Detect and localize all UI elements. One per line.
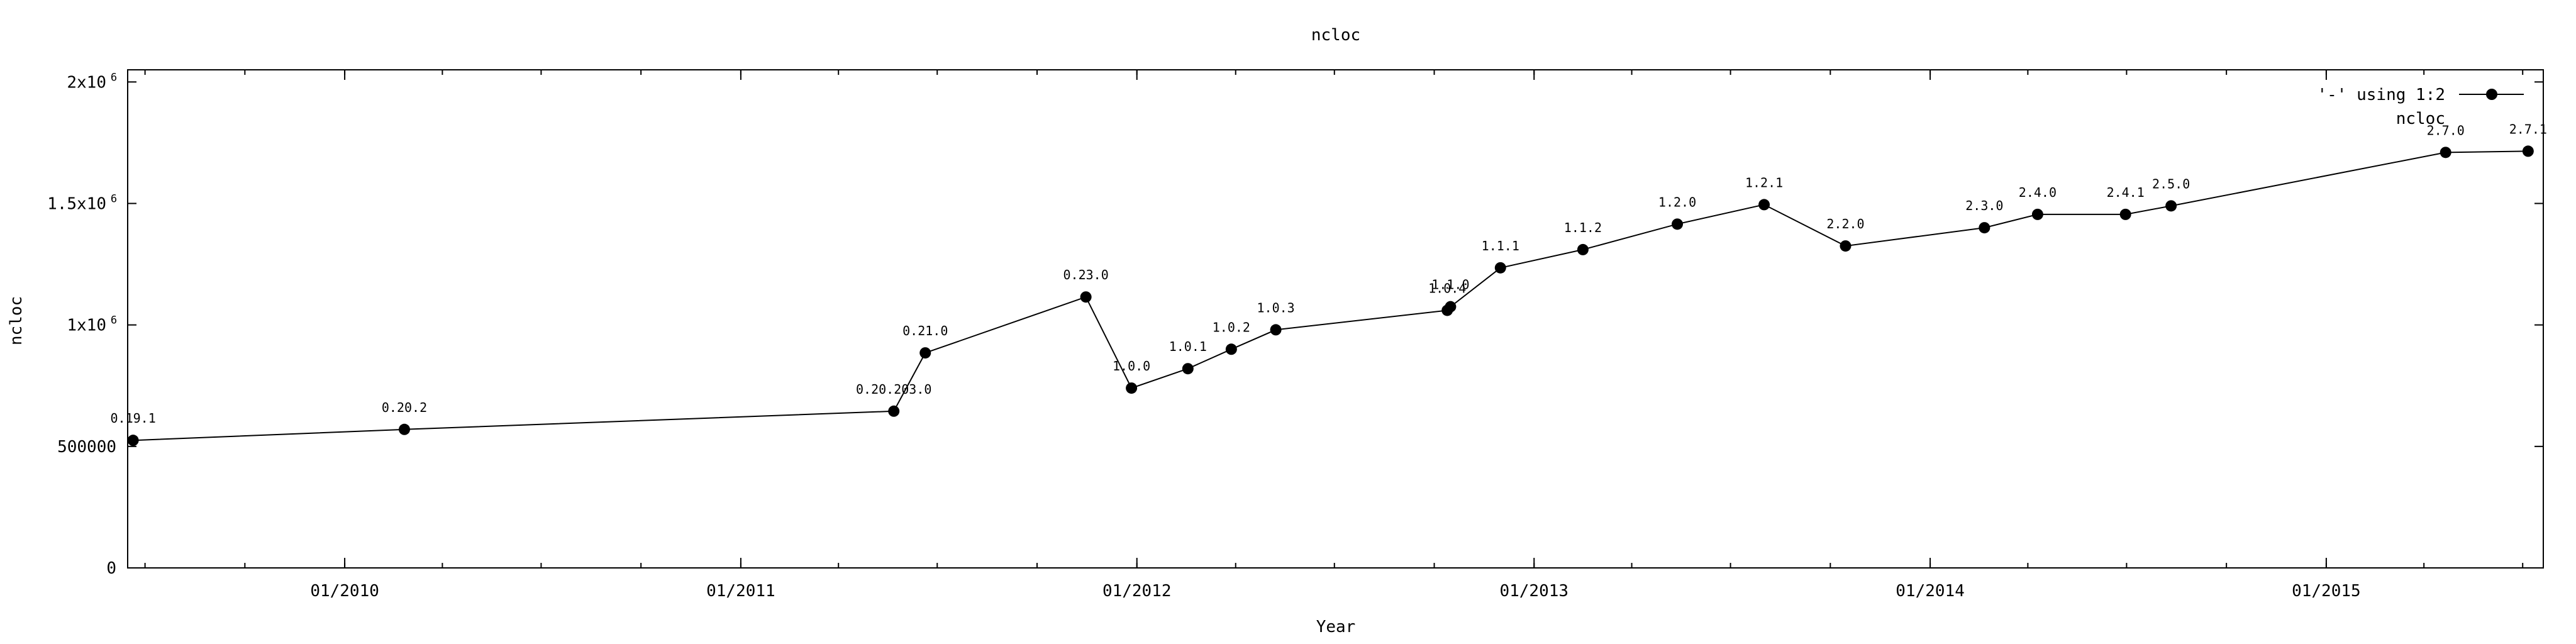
data-point bbox=[1672, 218, 1684, 230]
y-tick-label: 2x10 bbox=[67, 73, 106, 92]
data-labels: 0.19.1 0.20.2 0.20.203.0 0.21.0 0.23.0 1.0.0 1… bbox=[111, 121, 2547, 426]
plot-area-frame bbox=[127, 69, 2544, 569]
data-label: 2.4.1 bbox=[2107, 185, 2145, 200]
data-point bbox=[1577, 243, 1589, 255]
data-point bbox=[1758, 199, 1770, 211]
data-point bbox=[919, 347, 931, 359]
data-label: 2.7.1 bbox=[2509, 121, 2547, 136]
x-tick-label: 01/2011 bbox=[706, 582, 775, 601]
legend-entry-label: '-' using 1:2 bbox=[2318, 86, 2446, 104]
series-line bbox=[133, 150, 2528, 441]
y-tick-exponent: 6 bbox=[111, 314, 117, 327]
data-label: 1.2.0 bbox=[1658, 194, 1696, 209]
data-point bbox=[1126, 382, 1138, 394]
data-label: 1.0.3 bbox=[1257, 300, 1294, 315]
data-label: 1.1.1 bbox=[1482, 238, 1519, 253]
data-label: 2.7.0 bbox=[2427, 123, 2465, 138]
data-label: 0.20.2 bbox=[382, 400, 427, 415]
axis-ticks bbox=[128, 70, 2543, 569]
y-tick-exponent: 6 bbox=[111, 192, 117, 205]
y-tick-exponent: 6 bbox=[111, 71, 117, 84]
data-point bbox=[1182, 363, 1194, 375]
data-point bbox=[2522, 145, 2534, 157]
data-label: 1.0.0 bbox=[1113, 358, 1150, 374]
data-label: 1.0.1 bbox=[1169, 339, 1207, 354]
data-point bbox=[1840, 240, 1852, 252]
data-label: 1.0.2 bbox=[1213, 319, 1250, 335]
series-markers bbox=[127, 145, 2534, 447]
data-label: 1.1.2 bbox=[1564, 220, 1602, 235]
chart-title: ncloc bbox=[1311, 26, 1360, 45]
data-point bbox=[2440, 147, 2451, 158]
y-tick-label: 500000 bbox=[57, 438, 116, 457]
data-label: 0.21.0 bbox=[902, 323, 948, 338]
y-tick-label: 1x10 bbox=[67, 316, 106, 335]
data-point bbox=[399, 423, 411, 435]
data-label: 2.3.0 bbox=[1965, 198, 2003, 213]
data-point bbox=[1270, 324, 1282, 336]
data-point bbox=[2165, 200, 2177, 212]
legend-entry-label: ncloc bbox=[2396, 109, 2445, 128]
data-label: 2.5.0 bbox=[2152, 176, 2190, 191]
data-label: 0.20.203.0 bbox=[856, 382, 931, 397]
data-label: 1.1.0 bbox=[1431, 277, 1469, 292]
axis-tick-labels: 0 500000 1x10 6 1.5x10 6 2x10 6 01/2010 01/2011 01… bbox=[47, 71, 2361, 601]
x-tick-label: 01/2010 bbox=[310, 582, 379, 601]
x-tick-label: 01/2015 bbox=[2292, 582, 2361, 601]
data-label: 0.19.1 bbox=[111, 411, 156, 426]
data-point bbox=[1080, 291, 1092, 303]
data-point bbox=[1445, 301, 1457, 313]
x-tick-label: 01/2012 bbox=[1102, 582, 1172, 601]
data-label: 2.2.0 bbox=[1826, 216, 1864, 231]
data-point bbox=[2119, 208, 2131, 220]
x-axis-label: Year bbox=[1316, 618, 1356, 636]
data-point bbox=[1494, 262, 1506, 274]
legend-marker-sample bbox=[2486, 89, 2497, 100]
x-tick-label: 01/2013 bbox=[1499, 582, 1568, 601]
data-label: 0.23.0 bbox=[1063, 267, 1109, 282]
data-point bbox=[888, 405, 900, 417]
data-label: 1.0.4 bbox=[1428, 280, 1466, 296]
x-tick-label: 01/2014 bbox=[1896, 582, 1965, 601]
data-point bbox=[2031, 208, 2043, 220]
data-label: 1.2.1 bbox=[1745, 175, 1783, 190]
legend: '-' using 1:2 ncloc bbox=[2318, 86, 2524, 128]
y-tick-label: 0 bbox=[106, 559, 116, 578]
data-point bbox=[1979, 222, 1990, 234]
data-label: 2.4.0 bbox=[2019, 185, 2057, 200]
y-axis-label: ncloc bbox=[7, 296, 26, 345]
y-tick-label: 1.5x10 bbox=[47, 194, 106, 213]
data-point bbox=[1225, 343, 1237, 355]
data-point bbox=[127, 435, 139, 447]
